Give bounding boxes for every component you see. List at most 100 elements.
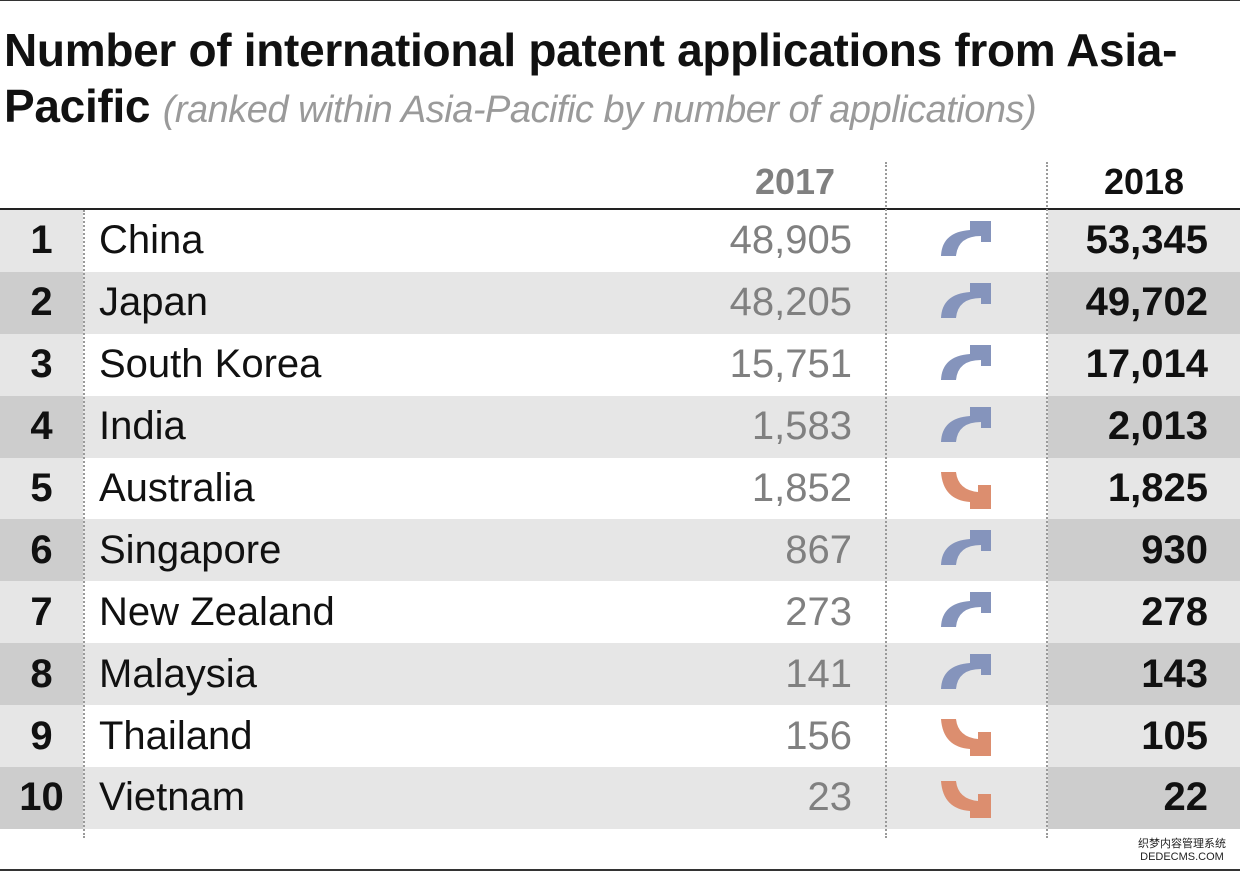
chart-title: Number of international patent applicati… [4, 24, 1178, 132]
chart-subtitle: (ranked within Asia-Pacific by number of… [162, 89, 1037, 131]
rank-cell: 3 [0, 333, 83, 396]
value-2017: 1,583 [751, 404, 852, 449]
arrow-divider-left [885, 162, 887, 838]
top-rule [0, 0, 1240, 1]
value-2018: 22 [1163, 775, 1209, 820]
value-2018-cell: 49,702 [1048, 271, 1240, 334]
trend-cell [936, 458, 996, 520]
value-2018: 143 [1141, 651, 1208, 696]
value-2018: 278 [1141, 589, 1208, 634]
table-row: 2 Japan 48,205 49,702 [0, 271, 1240, 334]
watermark-line-1: 织梦内容管理系统 [1138, 838, 1226, 850]
arrow-curve-up-right-icon [941, 220, 991, 256]
value-2017: 15,751 [729, 342, 852, 387]
value-2017: 867 [785, 527, 852, 572]
rank-cell: 2 [0, 271, 83, 334]
country-name: Vietnam [99, 775, 246, 820]
country-name: India [99, 404, 186, 449]
arrow-curve-up-right-icon [941, 654, 991, 690]
table-row: 1 China 48,905 53,345 [0, 210, 1240, 272]
rank-cell: 6 [0, 519, 83, 582]
table-row: 5 Australia 1,852 1,825 [0, 457, 1240, 520]
rank-cell: 4 [0, 395, 83, 458]
rank-cell: 5 [0, 457, 83, 520]
trend-cell [936, 519, 996, 581]
country-name: China [99, 218, 204, 263]
rank: 3 [30, 342, 53, 387]
value-2018: 17,014 [1085, 342, 1208, 387]
value-2018: 105 [1141, 713, 1208, 758]
value-2017: 141 [785, 651, 852, 696]
rank-cell: 10 [0, 767, 83, 829]
value-2017: 48,205 [729, 280, 852, 325]
value-2018-cell: 53,345 [1048, 210, 1240, 272]
arrow-curve-up-right-icon [941, 592, 991, 628]
rank-cell: 9 [0, 705, 83, 768]
trend-cell [936, 581, 996, 643]
value-2017: 48,905 [729, 218, 852, 263]
arrow-curve-up-right-icon [941, 530, 991, 566]
value-2018: 930 [1141, 527, 1208, 572]
value-2018: 2,013 [1107, 404, 1208, 449]
chart-title-block: Number of international patent applicati… [4, 22, 1238, 138]
arrow-divider-right [1046, 162, 1048, 838]
trend-cell [936, 767, 996, 829]
value-2018: 53,345 [1085, 218, 1208, 263]
table-row: 9 Thailand 156 105 [0, 705, 1240, 768]
watermark: 织梦内容管理系统 DEDECMS.COM [1128, 838, 1236, 864]
bottom-rule [0, 869, 1240, 871]
table-row: 4 India 1,583 2,013 [0, 395, 1240, 458]
arrow-curve-up-right-icon [941, 282, 991, 318]
value-2018-cell: 105 [1048, 705, 1240, 768]
value-2018-cell: 930 [1048, 519, 1240, 582]
arrow-curve-down-right-icon [941, 780, 991, 818]
value-2018-cell: 17,014 [1048, 333, 1240, 396]
country-name: Australia [99, 466, 255, 510]
rank-cell: 1 [0, 210, 83, 272]
rank: 10 [19, 775, 64, 820]
value-2018: 49,702 [1085, 280, 1208, 325]
value-2017: 1,852 [751, 466, 852, 510]
value-2018-cell: 2,013 [1048, 395, 1240, 458]
arrow-curve-down-right-icon [941, 719, 991, 757]
header-rule [0, 208, 1240, 210]
table-row: 8 Malaysia 141 143 [0, 643, 1240, 706]
trend-cell [936, 334, 996, 396]
rank-cell: 7 [0, 581, 83, 644]
table-row: 10 Vietnam 23 22 [0, 767, 1240, 829]
trend-cell [936, 705, 996, 767]
rank: 1 [30, 218, 53, 263]
value-2018-cell: 1,825 [1048, 457, 1240, 520]
value-2017: 273 [785, 589, 852, 634]
value-2017: 23 [807, 775, 853, 820]
patent-table: 1 China 48,905 53,345 2 Japan 48,205 49,702 3 Sou… [0, 210, 1240, 829]
country-name: Japan [99, 280, 208, 325]
trend-cell [936, 210, 996, 272]
rank-cell: 8 [0, 643, 83, 706]
column-header-2017: 2017 [754, 161, 836, 202]
country-name: New Zealand [99, 589, 335, 634]
rank: 8 [30, 651, 53, 696]
trend-cell [936, 272, 996, 334]
rank: 5 [30, 466, 53, 510]
rank: 4 [30, 404, 53, 449]
trend-cell [936, 396, 996, 458]
arrow-curve-up-right-icon [941, 406, 991, 442]
rank-divider [83, 210, 85, 838]
rank: 6 [30, 527, 53, 572]
value-2018-cell: 22 [1048, 767, 1240, 829]
table-row: 7 New Zealand 273 278 [0, 581, 1240, 644]
table-row: 3 South Korea 15,751 17,014 [0, 333, 1240, 396]
value-2018-cell: 143 [1048, 643, 1240, 706]
watermark-line-2: DEDECMS.COM [1140, 851, 1224, 863]
arrow-curve-down-right-icon [941, 471, 991, 509]
arrow-curve-up-right-icon [941, 344, 991, 380]
rank: 7 [30, 589, 53, 634]
column-header-2018: 2018 [1103, 161, 1185, 202]
trend-cell [936, 643, 996, 705]
country-name: South Korea [99, 342, 322, 387]
country-name: Malaysia [99, 651, 257, 696]
country-name: Singapore [99, 527, 282, 572]
value-2017: 156 [785, 713, 852, 758]
value-2018: 1,825 [1107, 466, 1208, 510]
